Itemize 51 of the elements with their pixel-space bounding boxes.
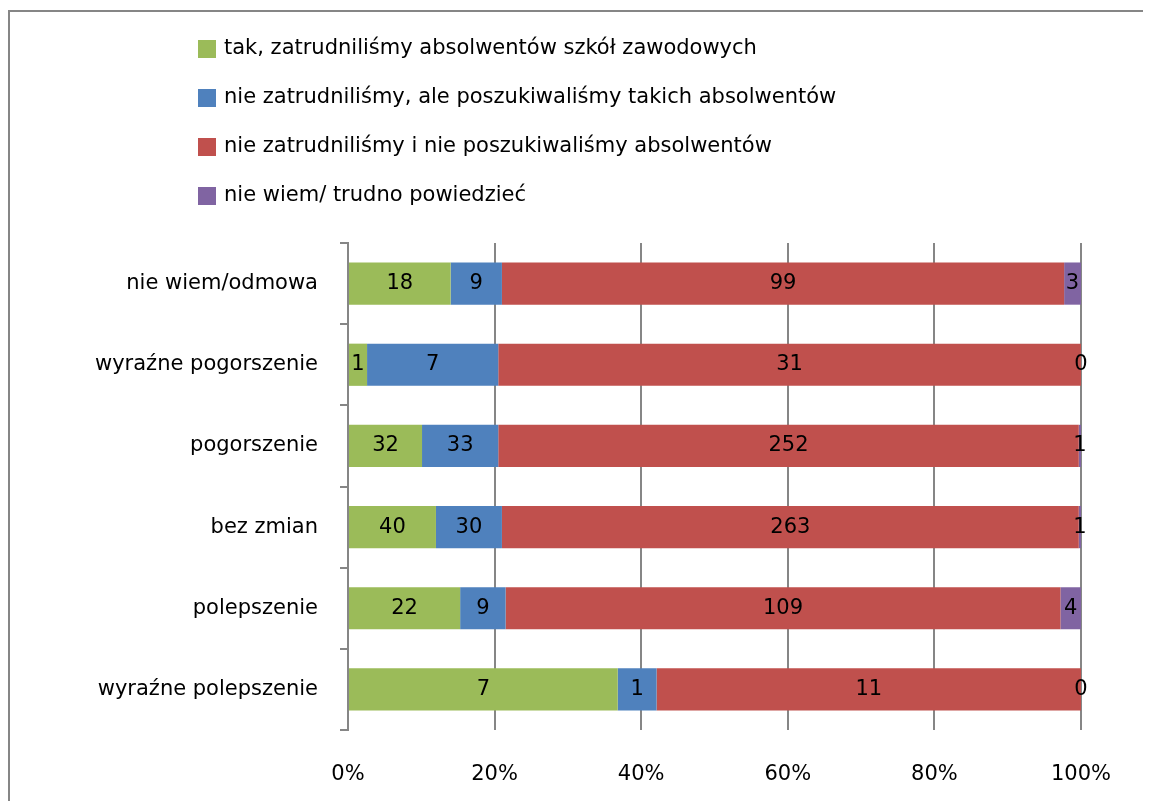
bar (349, 424, 423, 468)
legend-label: nie zatrudniliśmy i nie poszukiwaliśmy absolwentów (224, 133, 772, 158)
annotation: 7 (425, 351, 440, 376)
bar (349, 505, 436, 549)
y-tick-label: bez zmian (210, 513, 318, 538)
annotation: 263 (770, 513, 811, 538)
annotation: 3 (1065, 270, 1080, 295)
bar (450, 262, 502, 305)
annotation: 9 (476, 594, 490, 619)
annotation: 9 (469, 270, 483, 295)
legend-label: tak, zatrudniliśmy absolwentów szkół zawodowych (224, 35, 757, 60)
bar (1060, 587, 1081, 630)
bar (501, 262, 1065, 305)
bar (460, 587, 506, 630)
bar (435, 505, 502, 549)
x-tick-label: 20% (471, 761, 518, 786)
annotation: 11 (855, 675, 883, 700)
y-tick-label: pogorszenie (190, 432, 318, 457)
y-tick-label: wyraźne pogorszenie (95, 351, 318, 376)
annotation: 4 (1064, 594, 1078, 619)
bar (505, 587, 1061, 630)
annotation: 33 (446, 432, 474, 457)
annotation: 252 (768, 432, 809, 457)
y-tick-label: polepszenie (192, 594, 318, 619)
y-tick-label: nie wiem/odmowa (126, 270, 318, 295)
annotation: 1 (630, 675, 644, 700)
annotation: 22 (391, 594, 418, 619)
annotation: 32 (372, 432, 399, 457)
annotation: 31 (776, 351, 803, 376)
annotation: 99 (769, 270, 797, 295)
legend-label: nie wiem/ trudno powiedzieć (224, 182, 526, 207)
annotation: 109 (762, 594, 804, 619)
annotation: 1 (351, 351, 365, 376)
bar (617, 668, 657, 711)
annotation: 18 (386, 270, 414, 295)
legend-label: nie zatrudniliśmy, ale poszukiwaliśmy takich absolwentów (224, 84, 837, 109)
bar (349, 262, 451, 305)
x-tick-label: 60% (764, 761, 812, 786)
annotation: 7 (476, 675, 491, 700)
x-tick-label: 100% (1050, 761, 1112, 786)
annotation: 30 (455, 513, 483, 538)
bar (349, 668, 618, 711)
bar (349, 343, 368, 386)
x-tick-label: 40% (617, 761, 665, 786)
y-tick-label: wyraźne polepszenie (97, 675, 318, 700)
x-tick-label: 0% (331, 761, 365, 786)
x-tick-label: 80% (911, 761, 958, 786)
annotation: 40 (379, 513, 406, 538)
bar (422, 424, 499, 468)
bar (349, 587, 461, 630)
bar (367, 343, 499, 386)
